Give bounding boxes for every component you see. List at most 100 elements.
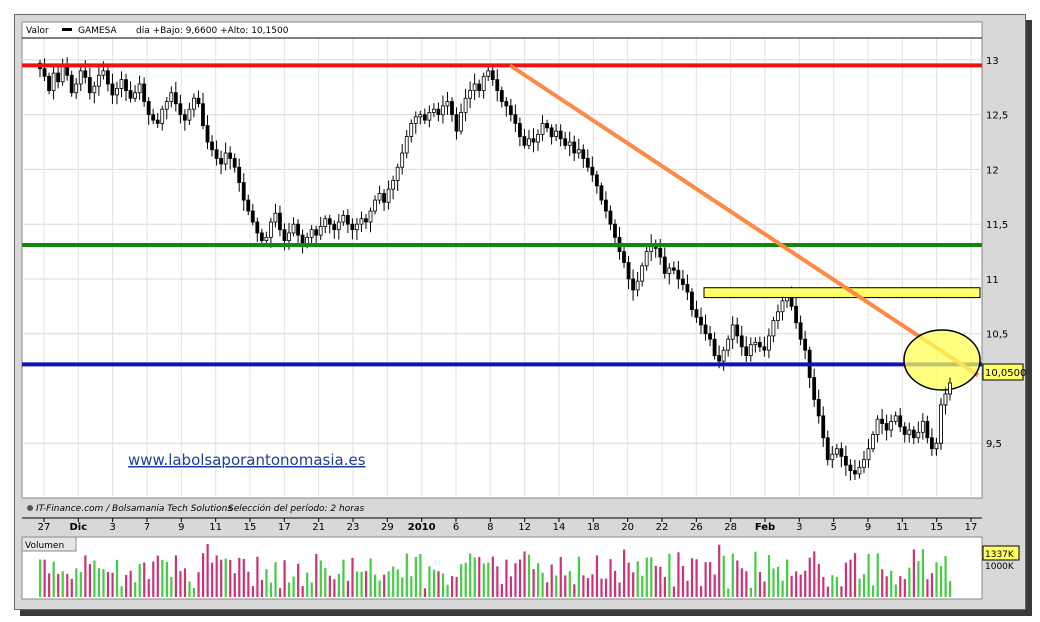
x-tick-label: 18 (587, 522, 600, 533)
volume-bar (745, 571, 748, 597)
volume-bar (636, 561, 639, 597)
candle-body (128, 90, 133, 99)
candle-body (115, 87, 119, 96)
candle-body (902, 426, 907, 435)
volume-bar (464, 562, 467, 597)
volume-bar (582, 575, 585, 597)
volume-bar (862, 574, 866, 597)
volume-bar (722, 555, 725, 597)
volume-bar (324, 568, 327, 597)
candle-body (685, 284, 690, 293)
price-zone (703, 287, 981, 299)
candle-body (803, 338, 808, 351)
volume-bar (699, 586, 703, 597)
volume-bar (129, 570, 132, 597)
candle-body (323, 218, 328, 227)
volume-bar (70, 578, 73, 597)
candle-body (929, 437, 934, 450)
volume-bar (595, 555, 599, 597)
candle-body (241, 182, 246, 201)
volume-bar (478, 556, 481, 597)
volume-bar (233, 573, 236, 597)
volume-bar (835, 577, 839, 597)
volume-bar (564, 575, 567, 597)
volume-bar (663, 576, 666, 597)
candle-body (418, 114, 423, 118)
volume-bar (278, 588, 282, 597)
candle-body (56, 72, 61, 83)
volume-bar (337, 573, 341, 597)
volume-bar (441, 573, 445, 597)
volume-bar (473, 557, 476, 597)
candle-body (51, 72, 56, 91)
volume-bar (342, 559, 345, 597)
candle-body (622, 251, 626, 263)
volume-bar (283, 560, 286, 597)
watermark-link[interactable]: www.labolsaporantonomasia.es (128, 451, 366, 469)
candle-body (830, 453, 835, 461)
volume-bar (265, 569, 268, 597)
candle-body (599, 185, 604, 201)
trend-line (508, 63, 980, 378)
candle-body (173, 92, 178, 105)
volume-bar (749, 587, 752, 597)
candle-body (916, 431, 921, 439)
candle-body (635, 280, 640, 291)
volume-bars (39, 543, 952, 597)
volume-bar (935, 562, 938, 597)
candle-body (268, 221, 273, 238)
x-tick-label: 28 (724, 522, 737, 533)
volume-bar (659, 566, 662, 597)
volume-bar (170, 576, 173, 597)
candle-body (943, 393, 948, 406)
x-tick-label: 15 (930, 522, 943, 533)
volume-bar (822, 576, 825, 597)
volume-bar (115, 559, 119, 597)
volume-bar (455, 576, 458, 597)
candle-body (889, 420, 894, 431)
candle-body (798, 322, 803, 340)
candle-body (608, 210, 613, 225)
candle-body (839, 448, 844, 457)
candle-body (137, 83, 142, 94)
volume-bar (174, 555, 178, 597)
volume-bar (432, 569, 436, 597)
candle-body (490, 70, 495, 81)
volume-bar (881, 569, 884, 597)
volume-bar (491, 556, 494, 597)
source-text: IT-Finance.com / Bolsamania Tech Solutio… (36, 504, 232, 514)
candle-body (386, 188, 391, 203)
candle-body (314, 229, 319, 236)
candle-body (278, 212, 282, 231)
candle-body (585, 158, 590, 168)
volume-bar (446, 584, 449, 597)
candle-body (816, 399, 821, 417)
volume-bar (532, 568, 535, 597)
volume-bar (826, 586, 829, 597)
candle-body (626, 262, 631, 280)
volume-bar (885, 576, 888, 597)
candle-body (205, 125, 210, 143)
candle-body (703, 324, 708, 335)
candle-body (296, 223, 300, 236)
candle-body (110, 83, 115, 96)
candle-body (540, 123, 545, 135)
candle-body (219, 158, 223, 165)
candle-body (518, 123, 522, 137)
volume-bar (138, 564, 141, 597)
volume-bar (401, 577, 404, 597)
grid (22, 38, 982, 498)
volume-bar (102, 569, 105, 597)
candle-body (327, 218, 332, 225)
volume-bar (627, 562, 630, 597)
candle-body (934, 442, 939, 450)
candle-body (336, 221, 341, 231)
candle-body (472, 83, 477, 91)
candle-body (857, 466, 862, 475)
x-axis-labels: 27 Dic 3 7 9 11 15 17 21 23 29 2010 6 8 12 14 18 20 22 26 28… (22, 517, 982, 533)
candle-body (445, 101, 450, 107)
volume-bar (731, 553, 734, 597)
x-tick-label: 11 (209, 522, 222, 533)
volume-bar (224, 558, 227, 597)
volume-bar (894, 584, 897, 597)
